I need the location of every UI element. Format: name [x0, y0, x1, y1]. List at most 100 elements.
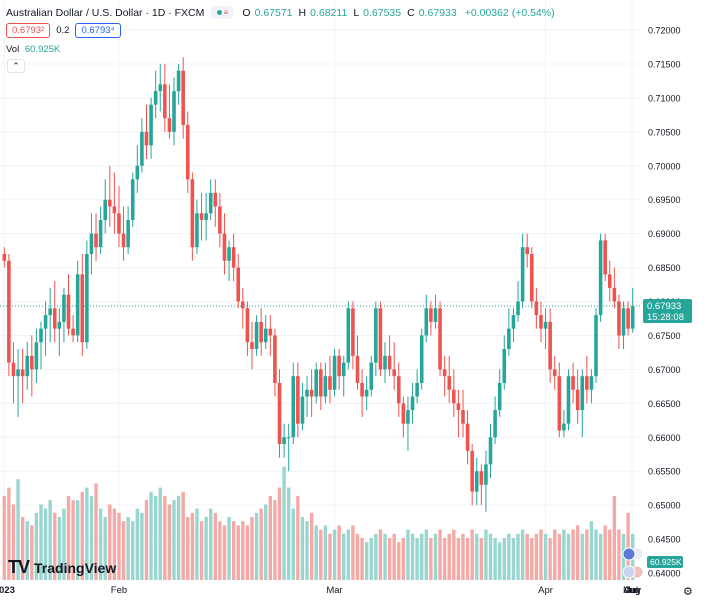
x-tick-label: Feb — [111, 585, 127, 596]
candle — [534, 287, 539, 329]
candle-body — [245, 308, 250, 343]
gear-icon[interactable]: ⚙ — [683, 586, 693, 598]
candle-body — [241, 301, 245, 309]
candle-body — [16, 369, 20, 377]
volume-bar — [598, 533, 603, 580]
buy-button[interactable]: 0.6793⁴ — [75, 23, 121, 38]
candle-body — [273, 335, 277, 383]
candle — [48, 287, 52, 343]
candle-body — [575, 389, 580, 411]
candle-body — [341, 362, 346, 377]
volume-bar — [585, 529, 589, 580]
candle-body — [438, 308, 442, 370]
candle-body — [94, 233, 98, 248]
candle-body — [548, 321, 552, 370]
candle-body — [337, 355, 341, 377]
volume-bar — [502, 538, 506, 580]
candle-body — [474, 471, 479, 492]
candle — [607, 260, 612, 302]
x-tick-label: Jun — [624, 585, 639, 596]
chevron-up-icon[interactable]: ⌃ — [7, 59, 25, 73]
volume-bar — [387, 538, 392, 580]
candle — [552, 355, 557, 390]
volume-bar — [254, 512, 259, 580]
candle-body — [378, 308, 383, 370]
candle-body — [52, 308, 57, 329]
candle-body — [231, 247, 236, 268]
candle — [465, 410, 470, 465]
candle-body — [144, 131, 149, 146]
candle — [204, 192, 208, 241]
volume-bar — [25, 521, 29, 580]
volume-bar — [149, 491, 153, 580]
candle-body — [429, 308, 433, 322]
candles — [2, 57, 635, 512]
candle-body — [218, 206, 222, 234]
candle — [241, 287, 245, 329]
candle-body — [140, 131, 144, 166]
volume-bar — [71, 500, 75, 580]
y-tick-label: 0.64500 — [648, 535, 681, 545]
candle-body — [383, 355, 387, 370]
candle — [630, 287, 635, 333]
volume-bar — [85, 487, 89, 580]
volume-bar — [241, 521, 245, 580]
candle-body — [176, 70, 181, 92]
volume-bar — [218, 521, 222, 580]
candle-body — [488, 437, 493, 465]
candle — [185, 111, 190, 193]
candle-body — [163, 84, 167, 119]
volume-bar — [520, 529, 525, 580]
candle-body — [25, 355, 30, 377]
volume-bar — [153, 496, 158, 580]
y-tick-label: 0.70500 — [648, 127, 681, 137]
candle-body — [516, 301, 520, 316]
candle-body — [300, 396, 305, 424]
volume-bar — [351, 525, 355, 580]
candle-body — [204, 213, 208, 221]
eye-icon[interactable]: ≡ — [211, 6, 234, 19]
candle — [406, 396, 410, 451]
candle-body — [11, 362, 16, 377]
candle-body — [167, 118, 172, 132]
candle-body — [396, 376, 401, 404]
volume-label-text[interactable]: Vol — [6, 44, 20, 55]
tradingview-logo[interactable]: TV TradingView — [8, 557, 116, 578]
candle — [231, 233, 236, 282]
us-flag-icon-2[interactable] — [622, 565, 636, 579]
candle-body — [594, 315, 598, 377]
volume-bar — [553, 529, 557, 580]
candle-body — [598, 240, 603, 316]
candle-body — [534, 301, 539, 316]
candle — [213, 179, 218, 227]
events-icons[interactable] — [622, 547, 644, 579]
candle-body — [98, 220, 103, 248]
candle-body — [222, 233, 227, 261]
trade-row: 0.6793² 0.2 0.6793⁴ — [6, 23, 121, 38]
candle-body — [282, 437, 286, 445]
volume-bar — [475, 533, 479, 580]
volume-bar — [461, 533, 465, 580]
volume-bar — [167, 504, 172, 580]
sell-button[interactable]: 0.6793² — [6, 23, 51, 38]
candle-body — [291, 376, 296, 438]
price-axis[interactable]: 0.72000 0.71500 0.71000 0.70500 0.70000 0.695… — [648, 26, 681, 579]
candle-body — [199, 213, 204, 221]
candle-body — [562, 423, 566, 431]
volume-bar — [158, 487, 162, 580]
symbol-title[interactable]: Australian Dollar / U.S. Dollar · 1D · F… — [6, 6, 205, 19]
candle — [470, 444, 474, 506]
candle-body — [465, 423, 470, 451]
close-label: C — [407, 6, 415, 19]
candle — [575, 369, 580, 424]
candle-body — [286, 437, 291, 439]
volume-bar — [250, 517, 254, 580]
candle-body — [103, 199, 107, 221]
last-price-label: 0.67933 15:28:08 — [643, 299, 692, 324]
volume-bar — [566, 533, 571, 580]
lightning-icon[interactable] — [622, 547, 636, 561]
candle-body — [85, 253, 89, 343]
